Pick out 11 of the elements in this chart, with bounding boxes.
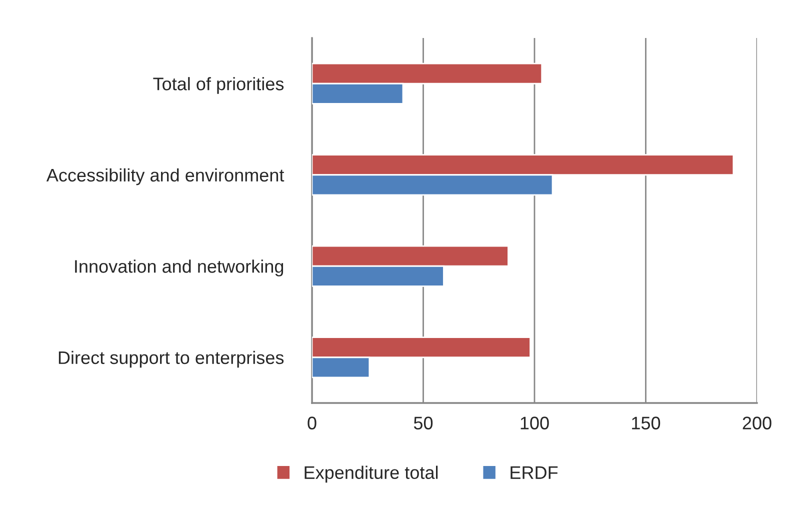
x-tick-label: 0 — [308, 416, 316, 430]
x-tick-label: 100 — [520, 416, 549, 430]
x-tick-label: 200 — [742, 416, 772, 430]
y-tick-label: Accessibility and environment — [46, 168, 284, 186]
legend-label: Expenditure total — [304, 466, 438, 483]
legend-label: ERDF — [510, 466, 558, 479]
x-tick-label: 50 — [414, 416, 433, 430]
x-tick-label: 150 — [632, 416, 660, 430]
y-tick-label: Direct support to enterprises — [58, 350, 284, 368]
y-tick-label: Total of priorities — [153, 77, 284, 94]
y-tick-label: Innovation and networking — [75, 260, 284, 276]
